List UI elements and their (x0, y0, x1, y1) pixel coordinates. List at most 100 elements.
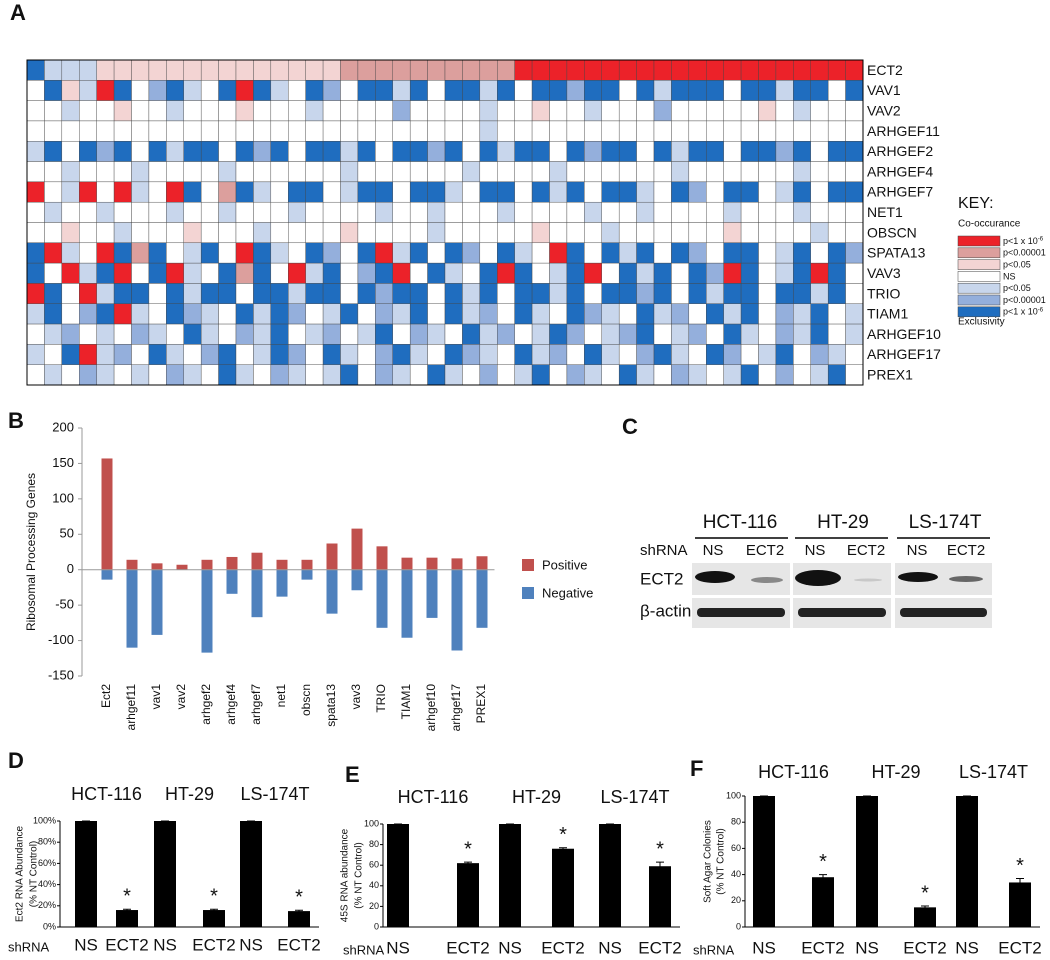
x-tick-label: ECT2 (277, 935, 320, 954)
heatmap-cell (340, 262, 359, 284)
heatmap-cell (740, 262, 759, 284)
heatmap-cell (218, 262, 237, 284)
heatmap-cell (566, 201, 585, 223)
heatmap-cell (322, 80, 341, 101)
heatmap-cell (79, 80, 97, 101)
heatmap-cell (740, 303, 759, 325)
heatmap-cell (427, 323, 446, 345)
panel-label: F (690, 756, 703, 781)
x-tick-label: NS (855, 938, 879, 957)
heatmap-cell (601, 242, 620, 264)
significance: * (656, 838, 664, 860)
heatmap-cell (427, 262, 446, 284)
heatmap-cell (793, 323, 811, 345)
heatmap-cell (131, 262, 150, 284)
heatmap-cell (688, 283, 707, 304)
heatmap-cell (723, 303, 742, 325)
heatmap-cell (810, 120, 829, 142)
heatmap-cell (200, 364, 219, 386)
heatmap-cell (758, 141, 777, 162)
heatmap-cell (270, 100, 289, 122)
heatmap-cell (148, 161, 167, 183)
key-swatch (957, 282, 1001, 294)
heatmap-cell (235, 323, 254, 345)
heatmap-cell (636, 303, 655, 325)
heatmap-cell (775, 100, 794, 122)
heatmap-cell (166, 364, 184, 386)
heatmap-cell (357, 303, 376, 325)
x-tick-label: TIAM1 (399, 684, 413, 720)
heatmap-cell (444, 100, 463, 122)
heatmap-cell (723, 181, 742, 203)
heatmap-cell (618, 161, 637, 183)
heatmap-cell (96, 181, 115, 203)
row-label: VAV1 (867, 82, 901, 98)
heatmap-cell (288, 161, 306, 183)
y-axis-title: Soft Agar Colonies (703, 820, 714, 903)
heatmap-cell (200, 262, 219, 284)
key-swatch (957, 306, 1001, 318)
heatmap-cell (618, 262, 637, 284)
heatmap-cell (79, 242, 97, 264)
heatmap-cell (723, 59, 742, 81)
heatmap-cell (409, 100, 428, 122)
heatmap-cell (270, 222, 289, 244)
heatmap-cell (96, 201, 115, 223)
heatmap-cell (740, 120, 759, 142)
heatmap-cell (96, 262, 115, 284)
x-tick-label: vav3 (349, 684, 363, 710)
significance: * (921, 882, 929, 904)
heatmap-cell (44, 161, 63, 183)
heatmap-cell (375, 242, 393, 264)
lane: ECT2 (746, 542, 784, 559)
bar (351, 528, 363, 570)
heatmap-cell (618, 222, 637, 244)
heatmap-cell (322, 161, 341, 183)
heatmap-cell (462, 323, 481, 345)
heatmap-cell (270, 262, 289, 284)
heatmap-cell (26, 59, 45, 81)
heatmap-cell (566, 100, 585, 122)
heatmap-cell (845, 283, 864, 304)
heatmap-cell (618, 120, 637, 142)
heatmap-cell (270, 323, 289, 345)
heatmap-cell (584, 181, 602, 203)
heatmap-cell (113, 120, 132, 142)
heatmap-cell (810, 344, 829, 365)
heatmap-cell (113, 323, 132, 345)
row-label: ARHGEF4 (867, 163, 933, 179)
heatmap-cell (479, 59, 498, 81)
y-tick-label: 40% (38, 879, 56, 889)
y-tick-label: 0 (374, 921, 379, 931)
heatmap-cell (375, 323, 393, 345)
heatmap-cell (79, 181, 97, 203)
heatmap-cell (427, 364, 446, 386)
heatmap-cell (723, 222, 742, 244)
heatmap-cell (601, 303, 620, 325)
error-bar (559, 847, 567, 850)
heatmap-cell (183, 344, 202, 365)
heatmap-cell (270, 242, 289, 264)
heatmap-cell (740, 181, 759, 203)
heatmap-cell (810, 364, 829, 386)
heatmap-cell (270, 201, 289, 223)
heatmap-cell (531, 181, 550, 203)
heatmap-cell (61, 100, 80, 122)
heatmap-cell (113, 344, 132, 365)
heatmap-cell (827, 100, 846, 122)
heatmap-cell (183, 283, 202, 304)
bar (376, 569, 388, 628)
heatmap-cell (531, 141, 550, 162)
heatmap-cell (79, 201, 97, 223)
heatmap-cell (653, 242, 672, 264)
heatmap-cell (706, 161, 724, 183)
heatmap-cell (288, 120, 306, 142)
heatmap-cell (357, 59, 376, 81)
heatmap-cell (96, 120, 115, 142)
heatmap-cell (322, 120, 341, 142)
panel-label: C (622, 414, 638, 439)
heatmap-cell (653, 181, 672, 203)
heatmap-cell (810, 181, 829, 203)
heatmap-cell (845, 181, 864, 203)
heatmap-cell (148, 59, 167, 81)
